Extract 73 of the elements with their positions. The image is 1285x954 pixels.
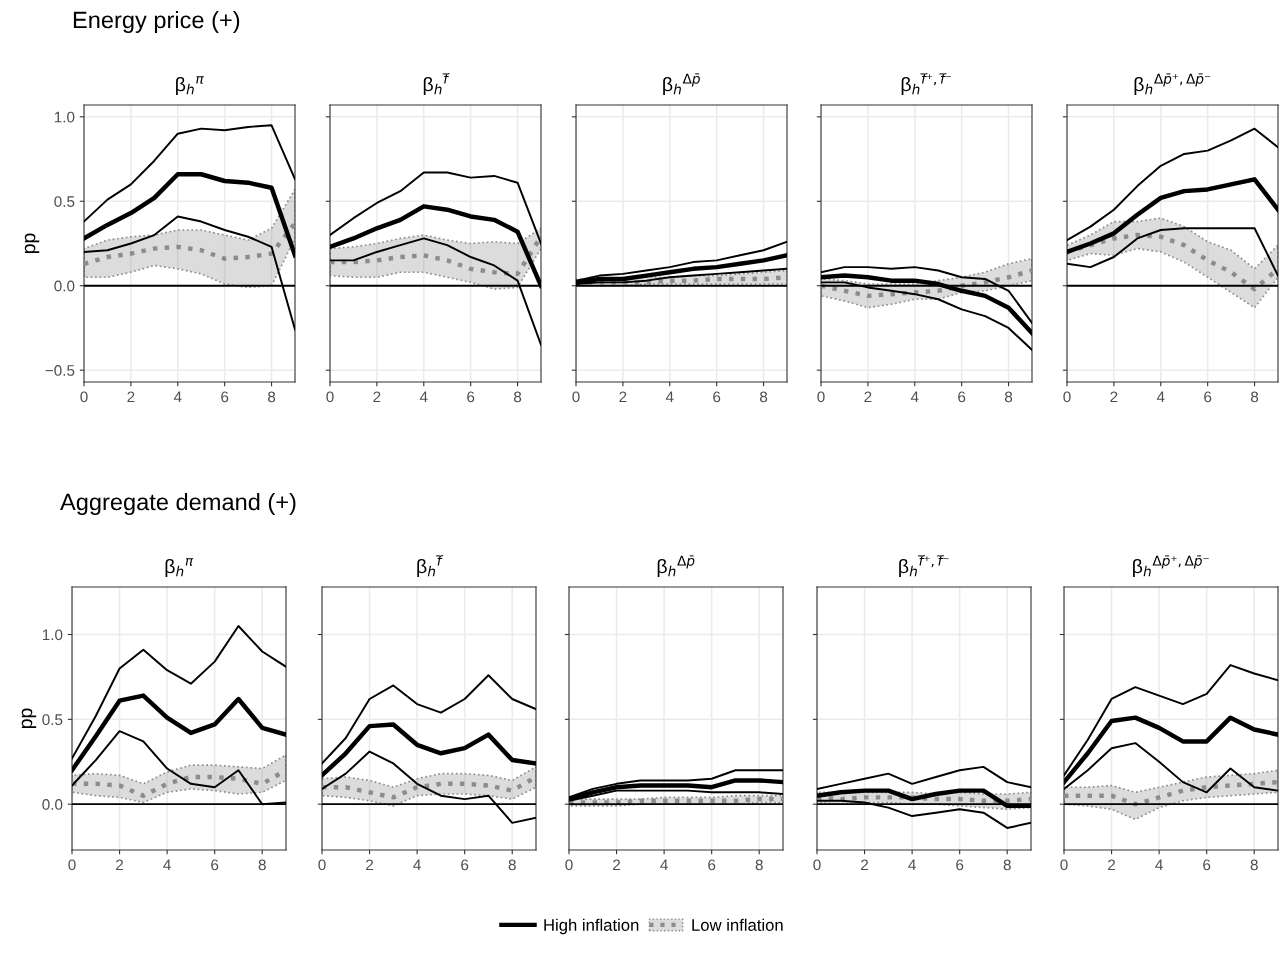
- chart-title: β$_{h}$$^{π}$: [165, 558, 194, 578]
- x-tick-label: 4: [419, 391, 428, 403]
- chart-title: β$_{h}$$^{f̄}$: [417, 555, 444, 578]
- x-tick-label: 0: [68, 859, 76, 871]
- y-tick-label: 0.0: [54, 280, 75, 292]
- x-tick-label: 6: [713, 391, 721, 403]
- x-tick-label: 6: [958, 391, 966, 403]
- x-tick-label: 0: [813, 859, 821, 871]
- x-tick-label: 4: [173, 391, 182, 403]
- x-tick-label: 0: [318, 859, 326, 871]
- x-tick-label: 2: [1108, 859, 1116, 871]
- chart-title: β$_{h}$$^{f̄}$: [423, 73, 450, 96]
- y-tick-label: −0.5: [45, 365, 75, 376]
- x-tick-label: 2: [1110, 391, 1118, 403]
- x-tick-label: 2: [619, 391, 627, 403]
- chart-title: β$_{h}$$^{f̄⁺,f̄⁻}$: [901, 73, 952, 96]
- x-tick-label: 4: [908, 859, 916, 871]
- x-tick-label: 6: [211, 859, 219, 871]
- y-axis-title: pp: [24, 233, 40, 254]
- x-tick-label: 8: [1004, 391, 1013, 403]
- x-tick-label: 6: [467, 391, 475, 403]
- x-tick-label: 0: [565, 859, 573, 871]
- chart-title: β$_{h}$$^{Δp̄⁺,Δp̄⁻}$: [1134, 73, 1211, 96]
- x-tick-label: 4: [660, 859, 668, 871]
- x-tick-label: 6: [221, 391, 229, 403]
- x-tick-label: 8: [1250, 859, 1258, 871]
- x-tick-label: 4: [665, 391, 674, 403]
- chart-title: β$_{h}$$^{f̄⁺,f̄⁻}$: [899, 555, 949, 578]
- x-tick-label: 8: [755, 859, 763, 871]
- x-tick-label: 8: [267, 391, 276, 403]
- text: Energy price (+): [73, 10, 240, 33]
- x-tick-label: 2: [864, 391, 872, 403]
- x-tick-label: 0: [817, 391, 825, 403]
- x-tick-label: 8: [508, 859, 516, 871]
- y-tick-label: 1.0: [42, 629, 63, 641]
- y-tick-label: 0.0: [42, 799, 63, 810]
- x-tick-label: 4: [413, 859, 421, 871]
- x-tick-label: 8: [258, 859, 266, 871]
- x-tick-label: 2: [861, 859, 869, 871]
- x-tick-label: 6: [1204, 391, 1212, 403]
- y-tick-label: 0.5: [42, 714, 63, 726]
- x-tick-label: 8: [1003, 859, 1011, 871]
- x-tick-label: 0: [326, 391, 334, 403]
- x-tick-label: 6: [1203, 859, 1211, 871]
- x-tick-label: 2: [366, 859, 374, 871]
- x-tick-label: 0: [1060, 859, 1068, 871]
- x-tick-label: 8: [513, 391, 522, 403]
- legend-label: Low inflation: [692, 918, 783, 931]
- x-tick-label: 4: [910, 391, 919, 403]
- x-tick-label: 4: [1156, 391, 1165, 403]
- y-tick-label: 1.0: [54, 111, 75, 123]
- chart-title: β$_{h}$$^{Δp̄⁺,Δp̄⁻}$: [1133, 555, 1209, 578]
- x-tick-label: 2: [373, 391, 381, 403]
- x-tick-label: 4: [163, 859, 171, 871]
- x-tick-label: 6: [461, 859, 469, 871]
- chart-title: β$_{h}$$^{Δp̄}$: [657, 555, 695, 578]
- chart-title: β$_{h}$$^{π}$: [176, 76, 204, 96]
- x-tick-label: 8: [759, 391, 768, 403]
- x-tick-label: 0: [572, 391, 580, 403]
- x-tick-label: 0: [80, 391, 88, 403]
- x-tick-label: 6: [956, 859, 964, 871]
- x-tick-label: 2: [127, 391, 135, 403]
- x-tick-label: 8: [1250, 391, 1259, 403]
- x-tick-label: 6: [708, 859, 716, 871]
- x-tick-label: 4: [1155, 859, 1163, 871]
- y-axis-title: pp: [21, 708, 37, 729]
- chart-title: β$_{h}$$^{Δp̄}$: [663, 73, 700, 96]
- text: Aggregate demand (+): [60, 492, 296, 515]
- x-tick-label: 2: [613, 859, 621, 871]
- legend-label: High inflation: [544, 918, 639, 935]
- y-tick-label: 0.5: [54, 196, 75, 207]
- x-tick-label: 0: [1063, 391, 1071, 403]
- x-tick-label: 2: [116, 859, 124, 871]
